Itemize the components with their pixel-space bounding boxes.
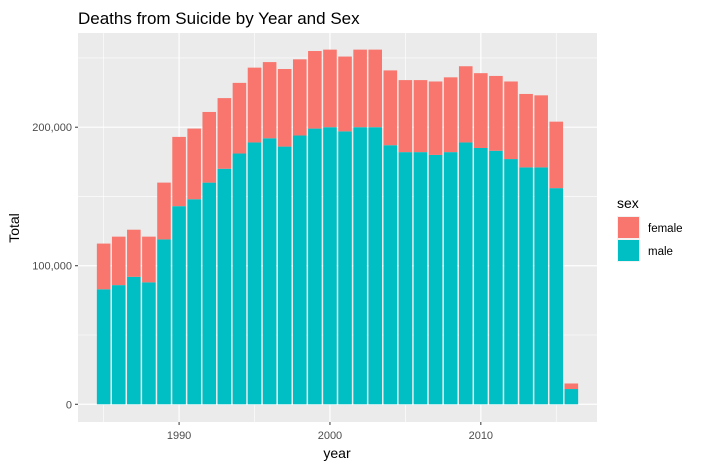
bar-male-2002 xyxy=(353,127,367,405)
bar-male-2008 xyxy=(443,152,458,405)
x-tick-label: 1990 xyxy=(167,430,191,442)
bar-female-2003 xyxy=(368,49,383,128)
bar-male-2003 xyxy=(368,127,383,405)
bar-female-1990 xyxy=(172,136,186,207)
bar-male-1986 xyxy=(111,285,126,405)
bar-male-2009 xyxy=(458,142,473,405)
bar-male-1988 xyxy=(142,282,156,405)
bar-female-2007 xyxy=(428,81,443,155)
bar-female-2014 xyxy=(534,95,548,168)
bar-male-1989 xyxy=(157,239,171,405)
bar-male-2016 xyxy=(564,389,579,405)
legend-title: sex xyxy=(617,195,639,211)
bar-female-1989 xyxy=(157,182,171,240)
bar-male-1995 xyxy=(247,142,262,405)
bar-male-1991 xyxy=(187,199,201,405)
axes: 0 100,000 200,000 1990 2000 2010 xyxy=(32,122,493,442)
bar-female-1996 xyxy=(262,62,277,139)
bar-male-1994 xyxy=(232,153,247,405)
bar-female-2016 xyxy=(564,383,579,390)
bar-male-2000 xyxy=(323,127,337,405)
bar-female-1988 xyxy=(142,236,156,283)
bar-female-1995 xyxy=(247,67,262,143)
bar-male-2012 xyxy=(504,159,518,405)
bar-male-2001 xyxy=(338,131,352,405)
bar-female-2005 xyxy=(398,80,413,153)
bar-male-2004 xyxy=(383,145,398,405)
bar-female-1985 xyxy=(96,243,111,290)
bar-female-1998 xyxy=(292,59,307,136)
y-axis-title: Total xyxy=(6,213,22,243)
bar-female-1992 xyxy=(202,111,217,183)
bar-female-2006 xyxy=(413,80,428,153)
bar-female-1991 xyxy=(187,128,201,200)
plot-panel xyxy=(78,33,597,422)
bar-female-2008 xyxy=(443,77,458,153)
bar-male-1990 xyxy=(172,206,186,405)
x-axis-title: year xyxy=(323,445,351,461)
bar-female-2015 xyxy=(549,121,564,189)
bar-male-2006 xyxy=(413,152,428,405)
y-tick-label: 100,000 xyxy=(32,261,72,273)
y-tick-label: 0 xyxy=(66,399,72,411)
bar-female-1987 xyxy=(127,229,141,277)
legend: sex female male xyxy=(617,195,683,262)
bar-female-1993 xyxy=(217,98,232,169)
bar-female-2012 xyxy=(504,81,518,160)
bar-male-2010 xyxy=(474,147,488,405)
bar-female-2010 xyxy=(474,73,488,148)
legend-label-male: male xyxy=(648,246,673,258)
bar-female-1999 xyxy=(308,51,322,129)
bar-female-2000 xyxy=(323,49,337,128)
legend-label-female: female xyxy=(648,223,683,235)
legend-swatch-female xyxy=(618,217,639,238)
bar-male-1985 xyxy=(96,289,111,405)
bar-male-1998 xyxy=(292,135,307,405)
bar-male-1992 xyxy=(202,182,217,405)
bar-female-2002 xyxy=(353,49,367,128)
bar-male-2013 xyxy=(519,167,533,405)
bar-female-2009 xyxy=(458,66,473,143)
bar-female-1994 xyxy=(232,82,247,154)
legend-swatch-male xyxy=(618,240,639,261)
bar-female-1997 xyxy=(277,69,292,147)
bar-male-2007 xyxy=(428,154,443,405)
bar-female-2013 xyxy=(519,93,533,168)
bar-male-2014 xyxy=(534,167,548,405)
bar-female-2011 xyxy=(489,75,503,151)
bar-male-2011 xyxy=(489,150,503,405)
bar-female-1986 xyxy=(111,236,126,286)
bar-male-2005 xyxy=(398,152,413,405)
chart-title: Deaths from Suicide by Year and Sex xyxy=(78,9,360,28)
bar-male-2015 xyxy=(549,188,564,405)
bar-female-2004 xyxy=(383,70,398,146)
bars xyxy=(96,49,579,405)
x-tick-label: 2000 xyxy=(318,430,342,442)
y-tick-label: 200,000 xyxy=(32,122,72,134)
bar-male-1999 xyxy=(308,128,322,405)
bar-male-1993 xyxy=(217,168,232,405)
bar-male-1997 xyxy=(277,146,292,405)
bar-male-1996 xyxy=(262,138,277,405)
bar-female-2001 xyxy=(338,56,352,132)
bar-male-1987 xyxy=(127,276,141,405)
x-tick-label: 2010 xyxy=(469,430,493,442)
